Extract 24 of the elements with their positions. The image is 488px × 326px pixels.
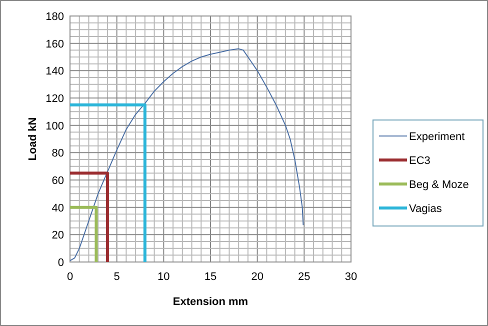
y-tick-label: 140 [46, 66, 64, 78]
legend-label: EC3 [409, 155, 430, 167]
y-tick-label: 80 [52, 148, 64, 160]
line-series [70, 48, 304, 262]
y-tick-label: 20 [52, 230, 64, 242]
y-tick-label: 40 [52, 202, 64, 214]
x-tick-label: 20 [251, 271, 264, 283]
x-tick-label: 10 [158, 271, 170, 283]
y-tick-label: 160 [46, 38, 64, 50]
y-tick-label: 100 [46, 120, 64, 132]
y-tick-label: 60 [52, 175, 64, 187]
x-tick-label: 30 [344, 271, 358, 283]
x-axis-title: Extension mm [172, 296, 248, 308]
x-tick-label: 15 [204, 271, 217, 283]
y-axis-title: Load kN [27, 117, 39, 161]
y-tick-label: 120 [46, 93, 64, 105]
x-tick-label: 5 [114, 271, 120, 283]
legend-label: Experiment [409, 131, 465, 143]
x-tick-label: 25 [298, 271, 310, 283]
legend-label: Beg & Moze [409, 179, 469, 191]
y-tick-label: 180 [46, 11, 64, 23]
legend-label: Vagias [409, 203, 442, 215]
x-tick-label: 0 [66, 271, 74, 283]
y-tick-label: 0 [58, 257, 64, 269]
